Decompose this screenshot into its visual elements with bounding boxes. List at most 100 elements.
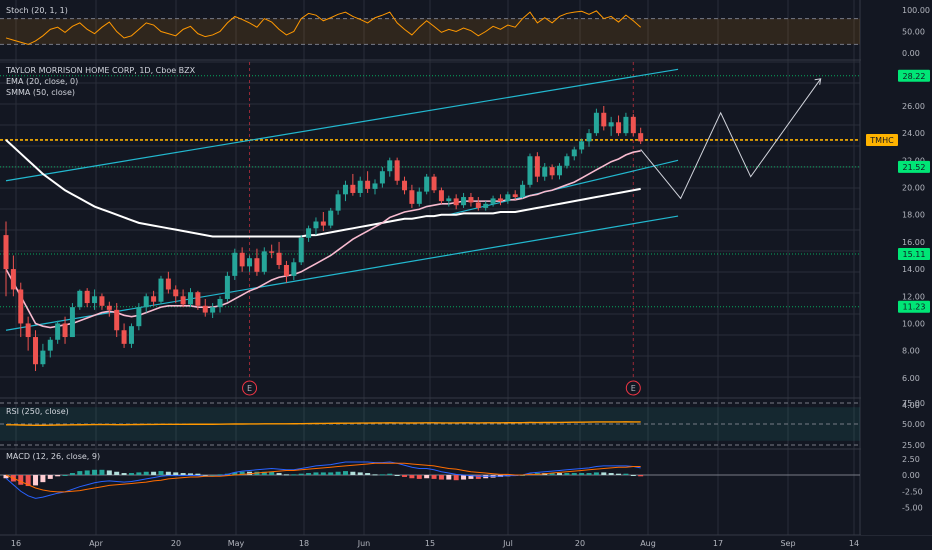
candle (593, 112, 599, 134)
macd-histogram-bar (276, 473, 282, 475)
smma-line (5, 139, 641, 238)
candle (372, 183, 378, 189)
candle (586, 133, 592, 142)
time-tick: 18 (299, 539, 309, 548)
candle (77, 290, 83, 308)
macd-histogram-bar (25, 475, 31, 487)
projection-arrowhead (814, 78, 822, 85)
macd-histogram-bar (3, 475, 9, 479)
candle (3, 235, 9, 270)
macd-tick: 0.00 (902, 471, 920, 480)
level-tag (898, 247, 930, 260)
macd-histogram-bar (475, 475, 481, 479)
candle (571, 149, 577, 157)
time-tick: Sep (780, 539, 795, 548)
candle (638, 133, 644, 142)
rsi-legend[interactable]: RSI (250, close) (6, 407, 69, 416)
candle (357, 180, 363, 193)
candle (99, 296, 105, 306)
candle (239, 252, 245, 267)
candle (549, 167, 555, 176)
macd-histogram-bar (350, 471, 356, 475)
macd-histogram-bar (232, 472, 238, 475)
ticker-tag-label: TMHC (869, 136, 894, 145)
candle (335, 194, 341, 211)
macd-histogram-bar (151, 471, 157, 475)
candle (579, 141, 585, 150)
ema-legend[interactable]: EMA (20, close, 0) (6, 77, 78, 86)
candle (306, 228, 312, 238)
chart-title: TAYLOR MORRISON HOME CORP, 1D, Cboe BZX (5, 66, 196, 75)
candle (402, 180, 408, 191)
smma-legend[interactable]: SMMA (50, close) (6, 88, 75, 97)
candle (25, 323, 31, 338)
time-tick: 14 (849, 539, 859, 548)
level-tag-label: 11.23 (903, 303, 926, 312)
candle (431, 176, 437, 191)
macd-histogram-bar (136, 472, 142, 475)
chart-grid (0, 0, 932, 536)
macd-histogram-bar (461, 475, 467, 480)
time-axis[interactable]: 16 Apr 20 May 18 Jun 15 Jul 20 Aug 17 Sep 14 (11, 539, 859, 548)
price-tick: 26.00 (902, 102, 925, 111)
macd-histogram-bar (438, 475, 444, 480)
macd-histogram-bar (608, 473, 614, 475)
macd-histogram-bar (143, 471, 149, 475)
ticker-tag (866, 133, 898, 146)
time-tick: 16 (11, 539, 21, 548)
candle (379, 171, 385, 184)
macd-histogram-bar (623, 473, 629, 475)
candle (461, 197, 467, 206)
candle (365, 180, 371, 189)
macd-histogram-bar (586, 473, 592, 475)
macd-histogram-bar (33, 475, 39, 486)
candle (55, 323, 61, 340)
macd-histogram-bar (298, 473, 304, 475)
candle (195, 292, 201, 306)
candle (180, 296, 186, 305)
time-tick: Jul (502, 539, 513, 548)
macd-histogram-bar (453, 475, 459, 481)
candle (210, 307, 216, 313)
price-tick: 4.00 (902, 401, 920, 410)
candle (505, 194, 511, 202)
macd-histogram-bar (468, 475, 474, 479)
rsi-line (6, 421, 641, 427)
price-axis[interactable]: 100.00 50.00 0.00 26.00 24.00 22.00 20.00 18.00… (861, 0, 932, 535)
macd-histogram-bar (62, 475, 68, 476)
candle (630, 116, 636, 134)
macd-histogram-bar (69, 473, 75, 475)
macd-histogram-bar (402, 475, 408, 477)
time-tick: Jun (357, 539, 371, 548)
candle (62, 323, 68, 338)
macd-histogram-bar (328, 472, 334, 475)
candle (269, 251, 275, 253)
time-tick: 20 (575, 539, 585, 548)
stoch-band (0, 18, 860, 45)
earnings-marker-label: E (631, 384, 636, 393)
macd-histogram-bar (210, 475, 216, 476)
macd-histogram-bar (84, 470, 90, 475)
macd-signal-line (5, 462, 641, 493)
macd-histogram-bar (409, 475, 415, 479)
candle (438, 190, 444, 202)
candle (483, 203, 489, 208)
macd-legend[interactable]: MACD (12, 26, close, 9) (6, 452, 100, 461)
price-tick: 6.00 (902, 374, 920, 383)
macd-histogram-bar (372, 474, 378, 476)
candle (254, 258, 260, 272)
stoch-line (5, 10, 642, 45)
time-tick: May (228, 539, 245, 548)
stoch-legend[interactable]: Stoch (20, 1, 1) (6, 6, 68, 15)
macd-histogram-bar (357, 472, 363, 475)
macd-histogram-bar (77, 471, 83, 475)
macd-histogram-bar (92, 469, 98, 475)
candle (283, 265, 289, 276)
macd-histogram-bar (18, 475, 24, 485)
candle (527, 156, 533, 185)
macd-histogram-bar (601, 472, 607, 475)
macd-histogram-bar (579, 473, 585, 475)
candle (247, 258, 253, 267)
